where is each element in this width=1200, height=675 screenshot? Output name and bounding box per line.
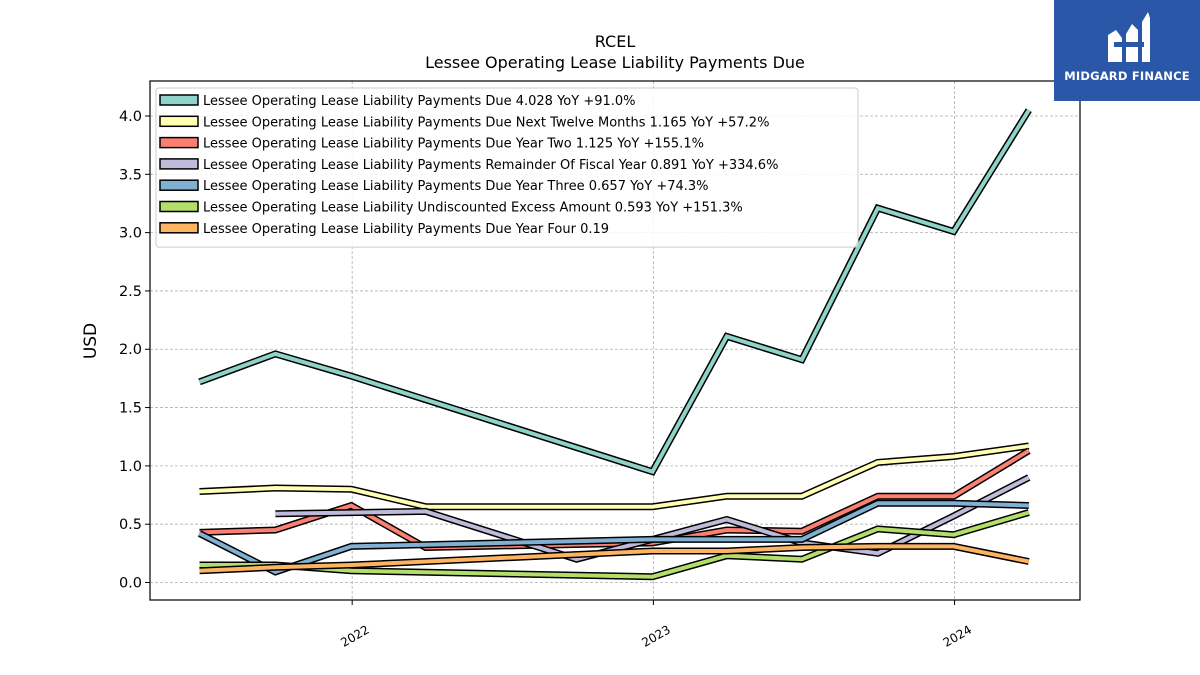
y-axis-label: USD: [81, 323, 101, 359]
legend-label: Lessee Operating Lease Liability Payment…: [203, 158, 778, 173]
plot-area: 0.0 0.5 1.0 1.5 2.0 2.5 3.0 3.5 4.0 2022 2023 2024 L…: [119, 80, 1081, 650]
x-tick-label: 2023: [639, 622, 672, 649]
legend-swatch: [159, 136, 199, 149]
y-tick-label: 3.5: [119, 167, 142, 183]
legend-label: Lessee Operating Lease Liability Payment…: [203, 137, 704, 152]
legend-swatch: [159, 115, 199, 128]
legend-swatch: [159, 94, 199, 106]
y-tick-label: 3.0: [119, 226, 142, 242]
brand-logo: MIDGARD FINANCE: [1054, 0, 1200, 101]
y-tick-label: 2.0: [119, 342, 142, 358]
midgard-logo-icon: [1108, 12, 1150, 62]
x-tick-label: 2022: [338, 622, 371, 649]
legend-label: Lessee Operating Lease Liability Payment…: [203, 179, 709, 194]
legend-swatch: [159, 200, 199, 213]
legend-label: Lessee Operating Lease Liability Payment…: [203, 115, 769, 130]
series-line: [199, 444, 1030, 509]
y-tick-label: 0.0: [119, 576, 142, 592]
axes-frame: [149, 80, 1081, 601]
y-tick-label: 2.5: [119, 284, 142, 300]
chart-subtitle: Lessee Operating Lease Liability Payment…: [425, 53, 805, 72]
legend-label: Lessee Operating Lease Liability Payment…: [203, 222, 609, 237]
legend-swatch: [159, 158, 199, 170]
logo-text: MIDGARD FINANCE: [1064, 69, 1190, 83]
y-tick-label: 4.0: [119, 109, 142, 125]
legend-swatch: [159, 222, 199, 234]
legend-box: [155, 87, 859, 248]
chart-title: RCEL: [595, 32, 636, 51]
y-tick-label: 0.5: [119, 517, 142, 533]
x-tick-label: 2024: [941, 622, 974, 649]
legend-label: Lessee Operating Lease Liability Undisco…: [203, 201, 743, 216]
legend-label: Lessee Operating Lease Liability Payment…: [203, 94, 636, 109]
y-tick-label: 1.0: [119, 459, 142, 475]
y-tick-label: 1.5: [119, 401, 142, 417]
legend-swatch: [159, 179, 199, 191]
